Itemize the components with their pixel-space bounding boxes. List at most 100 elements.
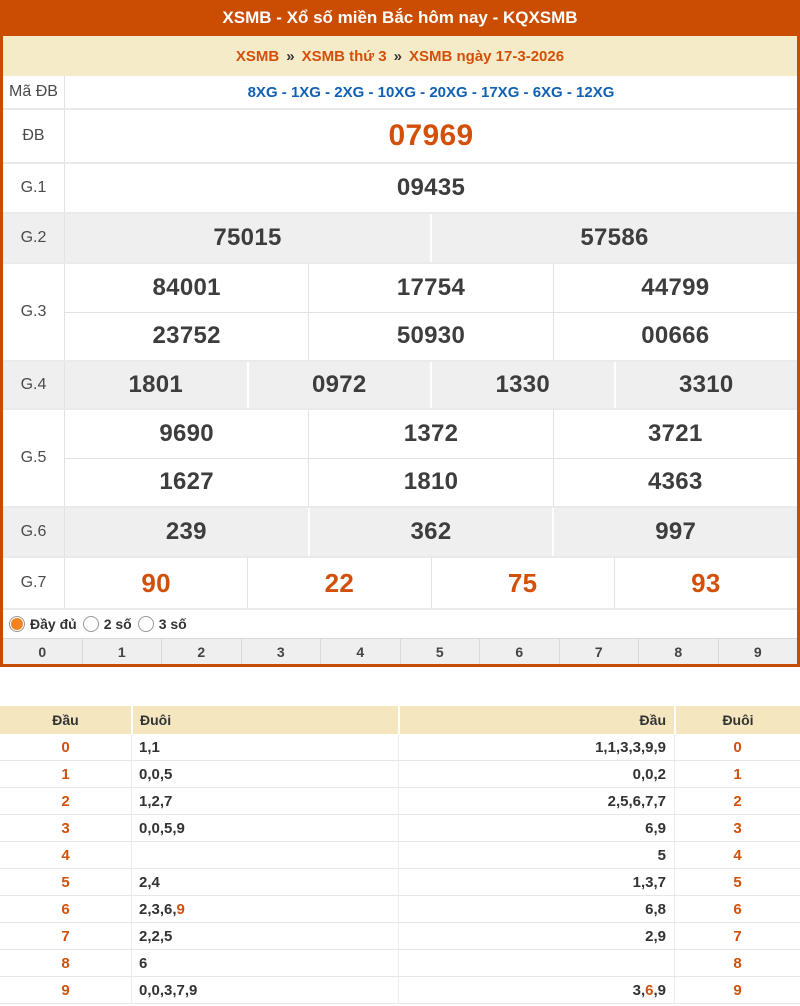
prize-values-db: 07969 <box>65 110 797 162</box>
stats-row: 8 6 8 <box>0 950 800 977</box>
stats-duoi-digit: 4 <box>674 842 800 868</box>
prize-value: 07969 <box>388 119 474 152</box>
prize-values-g2: 75015 57586 <box>65 214 797 262</box>
filter-option[interactable]: 3 số <box>137 616 187 632</box>
radio-icon[interactable] <box>137 616 154 632</box>
filter-option[interactable]: Đầy đủ <box>9 616 77 632</box>
breadcrumb-separator: » <box>393 47 402 65</box>
stats-dau-digit: 4 <box>61 846 70 864</box>
stats-duoi-values: 2,3,6, 9 <box>131 896 398 922</box>
filter-option[interactable]: 2 số <box>82 616 132 632</box>
stats-dau-digit: 5 <box>61 873 70 891</box>
stats-dau-digit: 0 <box>61 738 70 756</box>
digit-header-cell: 8 <box>638 639 718 664</box>
prize-row-g6: G.6 239 362 997 <box>3 506 797 556</box>
prize-row-g4: G.4 1801 0972 1330 3310 <box>3 360 797 408</box>
radio-icon[interactable] <box>82 616 99 632</box>
prize-value: 4363 <box>552 458 797 506</box>
stats-row: 5 2,4 1,3,7 5 <box>0 869 800 896</box>
prize-value: 75015 <box>213 224 282 251</box>
prize-label-g5: G.5 <box>3 410 65 506</box>
prize-subrow: 75015 57586 <box>65 214 797 262</box>
stats-row: 2 1,2,7 2,5,6,7,7 2 <box>0 788 800 815</box>
prize-values-g5: 9690 1372 3721 1627 1810 4363 <box>65 410 797 506</box>
prize-row-g7: G.7 90 22 75 93 <box>3 556 797 608</box>
prize-subrow: 90 22 75 93 <box>65 558 797 608</box>
highlighted-digit: 9 <box>176 900 185 918</box>
stats-duoi-values: 1,1 <box>131 734 398 760</box>
prize-values-g4: 1801 0972 1330 3310 <box>65 362 797 408</box>
stats-duoi-digit: 2 <box>674 788 800 814</box>
prize-label-g6: G.6 <box>3 508 65 556</box>
stats-dau-values: 2,5,6,7,7 <box>398 788 674 814</box>
prize-subrow: 23752 50930 00666 <box>65 311 797 360</box>
breadcrumb-item[interactable]: XSMB thứ 3 <box>301 47 387 65</box>
digit-header-cell: 5 <box>399 639 480 664</box>
stats-dau-values: 1,3,7 <box>398 869 674 895</box>
stats-row: 9 0,0,3,7,9 3, 6,9 9 <box>0 977 800 1004</box>
header-duoi-right: Đuôi <box>674 706 800 734</box>
digit-header-cell: 2 <box>161 639 241 664</box>
prize-subrow: 1801 0972 1330 3310 <box>65 362 797 408</box>
highlighted-digit: 6 <box>645 981 654 999</box>
results-panel: XSMB » XSMB thứ 3 » XSMB ngày 17-3-2026 Mã Đ… <box>0 36 800 667</box>
prize-subrow: 1627 1810 4363 <box>65 457 797 506</box>
display-filter: Đầy đủ 2 số 3 số <box>3 608 797 638</box>
prize-subrow: 07969 <box>65 110 797 162</box>
prize-value: 17754 <box>308 264 552 312</box>
stats-row: 3 0,0,5,9 6,9 3 <box>0 815 800 842</box>
prize-value: 239 <box>165 518 207 545</box>
head-tail-table: Đầu Đuôi Đầu Đuôi 0 1,1 1,1,3,3,9,9 0 1 0,0,5… <box>0 706 800 1004</box>
stats-dau-values: 6,9 <box>398 815 674 841</box>
digit-header-cell: 4 <box>320 639 400 664</box>
header-dau-left: Đầu <box>52 712 79 728</box>
special-code-value: 8XG - 1XG - 2XG - 10XG - 20XG - 17XG - 6… <box>247 83 615 101</box>
prize-value: 997 <box>552 508 797 556</box>
prize-value: 44799 <box>552 264 797 312</box>
stats-duoi-values: 0,0,3,7,9 <box>131 977 398 1003</box>
stats-dau-digit: 9 <box>61 981 70 999</box>
prize-label-g3: G.3 <box>3 264 65 360</box>
prize-value: 1330 <box>430 362 614 408</box>
stats-dau-digit: 8 <box>61 954 70 972</box>
prize-value: 0972 <box>246 362 431 408</box>
filter-option-label: Đầy đủ <box>30 616 77 632</box>
stats-dau-digit: 3 <box>61 819 70 837</box>
prize-label-g7: G.7 <box>3 558 65 608</box>
prize-values-g7: 90 22 75 93 <box>65 558 797 608</box>
prize-value: 00666 <box>552 312 797 360</box>
prize-row-g3: G.3 84001 17754 44799 23752 50930 00666 <box>3 262 797 360</box>
prize-value: 1810 <box>308 458 552 506</box>
digit-header-cell: 1 <box>81 639 162 664</box>
prize-value: 362 <box>307 508 553 556</box>
stats-row: 6 2,3,6, 9 6,8 6 <box>0 896 800 923</box>
stats-duoi-values <box>131 842 398 868</box>
stats-duoi-digit: 7 <box>674 923 800 949</box>
breadcrumb-separator: » <box>286 47 295 65</box>
prize-subrow: 239 362 997 <box>65 508 797 556</box>
prize-value: 23752 <box>152 322 221 350</box>
prize-subrow: 09435 <box>65 164 797 212</box>
breadcrumb-item[interactable]: XSMB <box>235 47 280 65</box>
special-code-row: Mã ĐB 8XG - 1XG - 2XG - 10XG - 20XG - 17… <box>3 76 797 108</box>
stats-duoi-values: 2,2,5 <box>131 923 398 949</box>
breadcrumb-item[interactable]: XSMB ngày 17-3-2026 <box>409 47 565 65</box>
stats-duoi-digit: 5 <box>674 869 800 895</box>
prize-value: 1627 <box>159 468 214 496</box>
prize-value: 9690 <box>159 419 214 447</box>
stats-duoi-digit: 0 <box>674 734 800 760</box>
radio-selected-icon[interactable] <box>9 616 25 632</box>
prize-value: 93 <box>613 558 797 608</box>
prize-label-g4: G.4 <box>3 362 65 408</box>
prize-label-g1: G.1 <box>3 164 65 212</box>
prize-values-g1: 09435 <box>65 164 797 212</box>
digit-header-cell: 7 <box>558 639 639 664</box>
page-title-bar: XSMB - Xổ số miền Bắc hôm nay - KQXSMB <box>0 0 800 36</box>
prize-value: 1372 <box>308 410 552 458</box>
prize-subrow: 84001 17754 44799 <box>65 264 797 312</box>
stats-row: 0 1,1 1,1,3,3,9,9 0 <box>0 734 800 761</box>
stats-duoi-values: 2,4 <box>131 869 398 895</box>
prize-value: 3721 <box>552 410 797 458</box>
